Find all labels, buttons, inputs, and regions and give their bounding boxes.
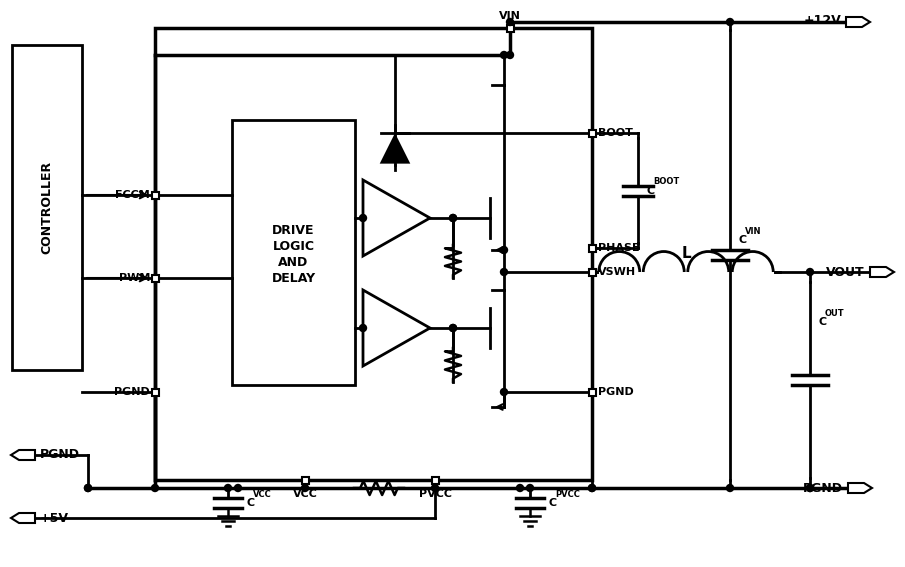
Text: PGND: PGND	[114, 387, 150, 397]
Bar	[301, 476, 309, 484]
Polygon shape	[846, 17, 870, 27]
Bar	[588, 244, 595, 252]
Bar	[432, 476, 439, 484]
Text: DELAY: DELAY	[272, 272, 316, 285]
Text: +5V: +5V	[40, 511, 69, 524]
Polygon shape	[363, 290, 430, 366]
Circle shape	[359, 214, 367, 222]
Circle shape	[500, 52, 508, 58]
Circle shape	[500, 269, 508, 276]
Circle shape	[450, 214, 456, 222]
Text: L: L	[681, 247, 691, 261]
Text: AND: AND	[279, 256, 309, 269]
Bar	[151, 388, 158, 396]
Text: +12V: +12V	[804, 15, 841, 28]
Circle shape	[806, 269, 814, 276]
Circle shape	[84, 484, 91, 492]
Text: OUT: OUT	[825, 309, 844, 318]
Bar	[588, 129, 595, 137]
Circle shape	[151, 484, 158, 492]
Circle shape	[507, 52, 513, 58]
Circle shape	[301, 484, 309, 492]
Circle shape	[806, 484, 814, 492]
Circle shape	[224, 484, 232, 492]
Text: C: C	[646, 185, 654, 196]
Polygon shape	[848, 483, 872, 493]
Text: PVCC: PVCC	[555, 490, 580, 499]
Bar	[151, 192, 158, 198]
Text: DRIVE: DRIVE	[272, 224, 315, 237]
Circle shape	[500, 247, 508, 253]
Circle shape	[450, 214, 456, 222]
Circle shape	[517, 484, 523, 492]
Text: PGND: PGND	[803, 481, 843, 494]
Bar	[151, 274, 158, 281]
Circle shape	[84, 484, 91, 492]
Bar	[12, 45, 82, 370]
Text: C: C	[246, 498, 254, 508]
Bar	[588, 388, 595, 396]
Text: VSWH: VSWH	[598, 267, 636, 277]
Polygon shape	[11, 513, 35, 523]
Circle shape	[588, 484, 595, 492]
Bar	[155, 28, 592, 480]
Text: C: C	[548, 498, 557, 508]
Text: VCC: VCC	[253, 490, 272, 499]
Text: BOOT: BOOT	[653, 177, 680, 187]
Text: C: C	[818, 317, 826, 327]
Text: VOUT: VOUT	[826, 265, 865, 278]
Circle shape	[359, 324, 367, 332]
Polygon shape	[363, 180, 430, 256]
Bar	[507, 24, 513, 32]
Polygon shape	[11, 450, 35, 460]
Text: PGND: PGND	[40, 448, 80, 462]
Circle shape	[527, 484, 534, 492]
Bar	[588, 269, 595, 276]
Circle shape	[806, 484, 814, 492]
Text: PWM: PWM	[119, 273, 150, 283]
Circle shape	[727, 484, 733, 492]
Circle shape	[507, 19, 513, 26]
Text: PHASE: PHASE	[598, 243, 640, 253]
Polygon shape	[870, 267, 894, 277]
Text: FCCM: FCCM	[115, 190, 150, 200]
Text: PVCC: PVCC	[418, 489, 452, 499]
Circle shape	[500, 388, 508, 396]
Circle shape	[588, 484, 595, 492]
Circle shape	[727, 19, 733, 26]
Text: VCC: VCC	[292, 489, 318, 499]
Circle shape	[450, 324, 456, 332]
Text: LOGIC: LOGIC	[272, 240, 315, 253]
Text: VIN: VIN	[745, 227, 761, 236]
Polygon shape	[381, 136, 408, 163]
Circle shape	[450, 324, 456, 332]
Bar	[232, 120, 355, 385]
Text: BOOT: BOOT	[598, 128, 633, 138]
Text: VIN: VIN	[499, 11, 521, 21]
Text: CONTROLLER: CONTROLLER	[41, 161, 53, 254]
Circle shape	[234, 484, 242, 492]
Text: PGND: PGND	[598, 387, 634, 397]
Text: C: C	[738, 235, 746, 245]
Circle shape	[432, 484, 439, 492]
